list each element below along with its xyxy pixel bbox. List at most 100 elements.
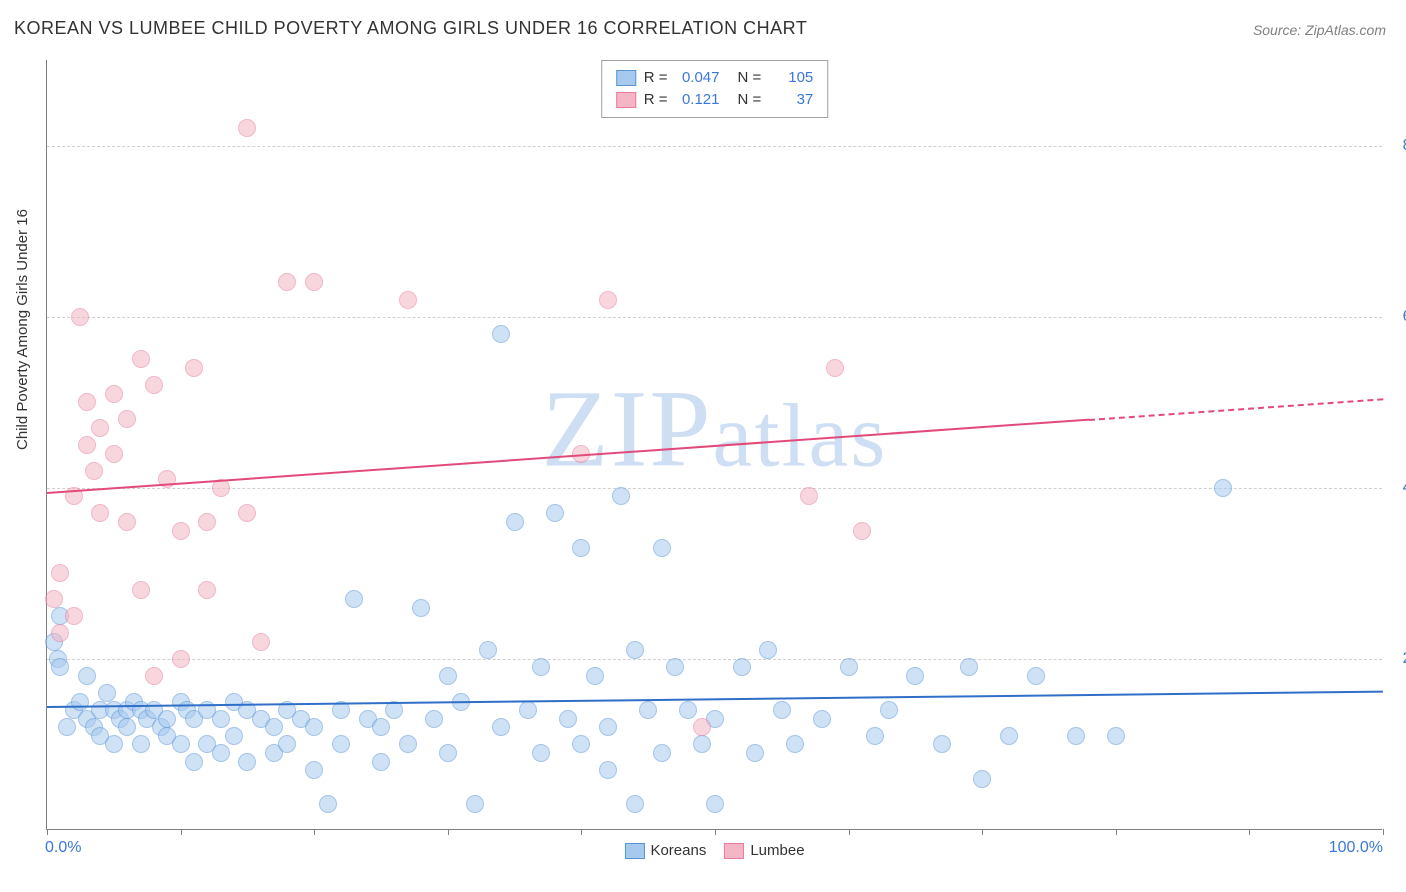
- data-point: [118, 410, 136, 428]
- data-point: [519, 701, 537, 719]
- data-point: [706, 795, 724, 813]
- legend-label: Koreans: [650, 842, 706, 859]
- r-label: R =: [644, 89, 668, 111]
- data-point: [800, 487, 818, 505]
- x-tick: [1249, 829, 1250, 835]
- n-label: N =: [738, 67, 762, 89]
- data-point: [546, 504, 564, 522]
- data-point: [238, 753, 256, 771]
- data-point: [399, 735, 417, 753]
- data-point: [305, 761, 323, 779]
- data-point: [572, 539, 590, 557]
- data-point: [172, 735, 190, 753]
- legend-item: Lumbee: [724, 842, 804, 859]
- data-point: [773, 701, 791, 719]
- data-point: [132, 581, 150, 599]
- data-point: [51, 564, 69, 582]
- data-point: [439, 667, 457, 685]
- data-point: [626, 795, 644, 813]
- data-point: [973, 770, 991, 788]
- data-point: [506, 513, 524, 531]
- data-point: [185, 753, 203, 771]
- trend-line: [1089, 398, 1383, 421]
- data-point: [412, 599, 430, 617]
- data-point: [58, 718, 76, 736]
- data-point: [145, 667, 163, 685]
- data-point: [1107, 727, 1125, 745]
- data-point: [733, 658, 751, 676]
- data-point: [305, 718, 323, 736]
- legend-swatch: [616, 92, 636, 108]
- data-point: [91, 419, 109, 437]
- data-point: [559, 710, 577, 728]
- data-point: [51, 658, 69, 676]
- legend-row: R =0.047N =105: [616, 67, 814, 89]
- data-point: [399, 291, 417, 309]
- data-point: [933, 735, 951, 753]
- y-tick-label: 80.0%: [1388, 137, 1406, 155]
- data-point: [265, 718, 283, 736]
- data-point: [278, 735, 296, 753]
- data-point: [252, 633, 270, 651]
- source-attribution: Source: ZipAtlas.com: [1253, 22, 1386, 38]
- data-point: [305, 273, 323, 291]
- n-value: 105: [769, 67, 813, 89]
- data-point: [840, 658, 858, 676]
- data-point: [639, 701, 657, 719]
- data-point: [198, 581, 216, 599]
- data-point: [118, 513, 136, 531]
- data-point: [105, 385, 123, 403]
- data-point: [345, 590, 363, 608]
- data-point: [98, 684, 116, 702]
- x-tick: [47, 829, 48, 835]
- data-point: [65, 607, 83, 625]
- data-point: [679, 701, 697, 719]
- data-point: [853, 522, 871, 540]
- data-point: [1000, 727, 1018, 745]
- data-point: [238, 119, 256, 137]
- gridline: [47, 146, 1382, 147]
- data-point: [532, 658, 550, 676]
- data-point: [693, 718, 711, 736]
- legend-swatch: [624, 843, 644, 859]
- data-point: [105, 735, 123, 753]
- x-tick-label: 0.0%: [45, 839, 81, 857]
- x-tick: [982, 829, 983, 835]
- series-legend: Koreans Lumbee: [624, 842, 804, 859]
- x-tick: [715, 829, 716, 835]
- n-value: 37: [769, 89, 813, 111]
- data-point: [599, 291, 617, 309]
- data-point: [826, 359, 844, 377]
- x-tick: [181, 829, 182, 835]
- watermark: ZIPatlas: [542, 366, 888, 493]
- data-point: [71, 308, 89, 326]
- data-point: [132, 350, 150, 368]
- data-point: [479, 641, 497, 659]
- data-point: [880, 701, 898, 719]
- data-point: [145, 376, 163, 394]
- trend-line: [47, 419, 1089, 494]
- y-tick-label: 60.0%: [1388, 308, 1406, 326]
- data-point: [425, 710, 443, 728]
- r-value: 0.047: [676, 67, 720, 89]
- data-point: [866, 727, 884, 745]
- data-point: [492, 718, 510, 736]
- x-tick: [1116, 829, 1117, 835]
- gridline: [47, 488, 1382, 489]
- gridline: [47, 317, 1382, 318]
- data-point: [612, 487, 630, 505]
- data-point: [906, 667, 924, 685]
- data-point: [653, 539, 671, 557]
- data-point: [666, 658, 684, 676]
- x-tick: [581, 829, 582, 835]
- chart-title: KOREAN VS LUMBEE CHILD POVERTY AMONG GIR…: [14, 18, 807, 39]
- data-point: [786, 735, 804, 753]
- legend-label: Lumbee: [750, 842, 804, 859]
- y-tick-label: 20.0%: [1388, 650, 1406, 668]
- data-point: [225, 727, 243, 745]
- y-tick-label: 40.0%: [1388, 479, 1406, 497]
- data-point: [45, 590, 63, 608]
- plot-area: ZIPatlas R =0.047N =105R =0.121N =37 Kor…: [46, 60, 1382, 830]
- data-point: [960, 658, 978, 676]
- data-point: [759, 641, 777, 659]
